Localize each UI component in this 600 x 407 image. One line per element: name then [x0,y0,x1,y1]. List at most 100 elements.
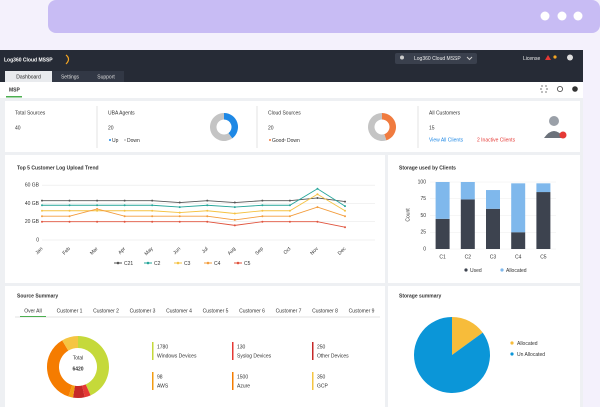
x-tick-label: May [144,246,155,257]
legend-label: C21 [124,261,133,267]
customer-tab[interactable]: Customer 9 [349,308,375,314]
point [178,206,181,209]
x-tick-label: C5 [540,254,547,260]
x-tick-label: C2 [465,254,472,260]
customer-tab[interactable]: Over All [24,308,42,314]
point [68,199,71,202]
donut-label: Total [73,355,84,361]
point [316,206,319,209]
settings-icon[interactable] [572,86,578,92]
x-tick-label: Jun [172,246,182,256]
customer-tab[interactable]: Customer 4 [166,308,192,314]
user-icon[interactable] [567,54,573,61]
inactive-link[interactable]: 2 Inactive Clients [477,137,516,143]
point [206,199,209,202]
license-link[interactable]: License [523,56,540,62]
view-all-link[interactable]: View All Clients [429,137,464,143]
legend-dot [146,261,150,265]
customer-tab[interactable]: Customer 2 [93,308,119,314]
point [344,226,346,229]
bell-icon[interactable] [553,55,557,59]
point [344,209,346,212]
point [261,209,264,212]
x-tick-label: Feb [62,246,72,256]
customer-tab[interactable]: Customer 8 [312,308,338,314]
point [41,220,43,223]
point [151,220,154,223]
tab[interactable] [88,71,124,82]
browser-bar [48,0,600,33]
card-title: Source Summary [17,293,58,299]
item-value: 130 [237,344,246,350]
donut-slice [209,113,233,141]
point [316,193,319,196]
y-tick-label: 75 [420,196,426,202]
point [151,204,154,207]
pie-slice [414,316,490,393]
customer-tab[interactable]: Customer 6 [239,308,265,314]
window-dot [573,11,583,21]
logo-arc [65,54,70,65]
bar [435,218,450,249]
expand-icon[interactable] [540,85,548,93]
account-select[interactable] [395,53,477,64]
point [68,204,71,207]
donut-slice [68,385,75,398]
refresh-icon[interactable] [556,85,564,93]
legend-dot [116,261,120,265]
bar [460,199,475,249]
stat-value: 20 [268,125,274,131]
legend-dot [510,341,514,345]
donut-slice [62,336,78,351]
donut-slice [224,113,238,139]
point [261,199,264,202]
window-dot [557,11,567,21]
legend-label: Down [127,138,140,144]
legend-dot [109,139,111,141]
point [344,215,346,218]
legend-label: Used [470,268,482,274]
item-value: 1780 [157,344,168,350]
y-tick-label: 60 GB [25,182,40,188]
stat-value: 40 [15,125,21,131]
customer-tab[interactable]: Customer 3 [130,308,156,314]
legend-label: C5 [244,261,251,267]
legend-dot [206,261,210,265]
tab[interactable] [52,71,88,82]
x-tick-label: Sep [254,246,265,257]
point [344,200,346,203]
point [233,224,236,227]
point [233,212,236,215]
point [96,204,99,207]
customer-tab[interactable]: Customer 7 [276,308,302,314]
point [233,201,236,204]
legend-label: Allocated [506,268,527,274]
x-tick-label: Dec [337,246,348,257]
item-label: Syslog Devices [237,353,272,359]
card-title: Storage summary [399,293,441,299]
tab-label: Dashboard [16,74,41,80]
customer-tab[interactable]: Customer 5 [203,308,229,314]
point [151,199,154,202]
point [316,196,319,199]
legend-dot [510,352,514,356]
bar [486,190,500,209]
legend-bar [152,342,154,360]
item-label: GCP [317,383,329,389]
legend-label: C3 [184,261,191,267]
sub-tab-underline [6,96,22,98]
point [41,215,43,218]
legend-dot [236,261,240,265]
item-value: 98 [157,374,163,380]
sub-tab[interactable]: MSP [9,87,21,93]
point [123,199,126,202]
y-axis-label: Count [405,208,411,222]
point [261,215,264,218]
item-value: 350 [317,374,326,380]
tab[interactable] [5,71,52,82]
bar [511,232,526,249]
account-name[interactable]: Log360 Cloud MSSP [414,56,461,62]
customer-tab[interactable]: Customer 1 [57,308,83,314]
alert-icon[interactable] [545,55,551,60]
point [68,209,71,212]
